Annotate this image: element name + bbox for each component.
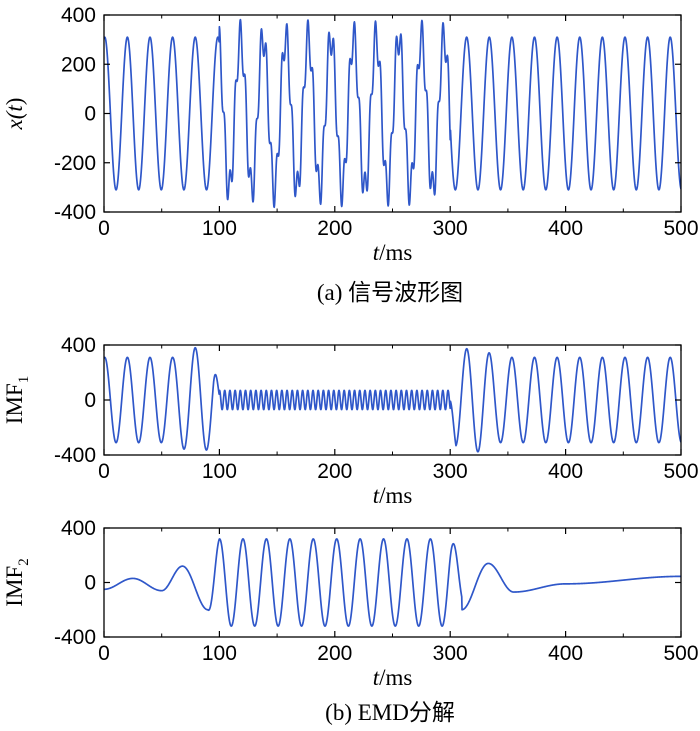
x-tick-label: 300 — [433, 642, 468, 665]
y-tick-label: -400 — [54, 444, 96, 467]
y-axis-label: x(t) — [2, 98, 27, 131]
chart-panel-signal: 0 100 200 300 400 500 400 200 0 -200 -400 t/ms x(t) — [2, 4, 699, 265]
y-axis-label: IMF1 — [2, 376, 32, 424]
x-tick-label: 300 — [433, 460, 468, 483]
x-tick-label: 200 — [317, 460, 352, 483]
y-tick-label: 400 — [61, 4, 96, 27]
x-tick-label: 100 — [202, 642, 237, 665]
caption-b: (b) EMD分解 — [325, 700, 455, 725]
x-axis-label: t/ms — [373, 483, 413, 508]
x-tick-label: 500 — [663, 642, 698, 665]
x-axis-label: t/ms — [373, 665, 413, 690]
plot-frame — [103, 14, 682, 213]
x-tick-label: 400 — [548, 642, 583, 665]
x-tick-label: 100 — [202, 217, 237, 240]
y-tick-label: 0 — [84, 103, 96, 126]
y-tick-label: 0 — [84, 572, 96, 595]
x-tick-label: 0 — [98, 217, 110, 240]
x-tick-label: 200 — [317, 642, 352, 665]
series-line — [104, 346, 681, 453]
x-tick-label: 500 — [663, 460, 698, 483]
y-axis-label: IMF2 — [2, 558, 32, 606]
x-axis-label: t/ms — [373, 240, 413, 265]
series-line — [104, 18, 681, 209]
y-tick-label: -200 — [54, 152, 96, 175]
x-tick-label: 400 — [548, 217, 583, 240]
x-tick-label: 500 — [663, 217, 698, 240]
series-line — [104, 538, 681, 627]
x-tick-label: 100 — [202, 460, 237, 483]
y-tick-label: -400 — [54, 626, 96, 649]
x-tick-label: 0 — [98, 642, 110, 665]
x-tick-label: 300 — [433, 217, 468, 240]
x-tick-label: 400 — [548, 460, 583, 483]
y-tick-label: 400 — [61, 517, 96, 540]
y-tick-label: 200 — [61, 53, 96, 76]
y-tick-label: 0 — [84, 389, 96, 412]
x-tick-label: 200 — [317, 217, 352, 240]
y-tick-label: -400 — [54, 201, 96, 224]
x-tick-label: 0 — [98, 460, 110, 483]
y-tick-label: 400 — [61, 334, 96, 357]
caption-a: (a) 信号波形图 — [317, 280, 463, 305]
